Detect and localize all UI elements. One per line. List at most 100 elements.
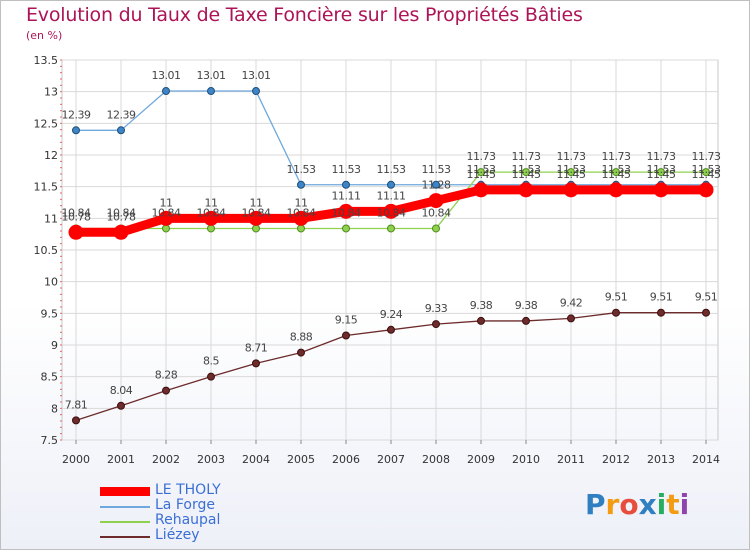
data-label: 11.73 bbox=[467, 150, 496, 163]
data-point bbox=[297, 224, 305, 233]
logo-letter: o bbox=[619, 488, 639, 521]
data-label: 10.84 bbox=[332, 206, 361, 219]
data-point bbox=[252, 224, 260, 233]
data-point bbox=[162, 386, 170, 395]
data-label: 10.84 bbox=[107, 206, 136, 219]
data-label: 11.53 bbox=[377, 163, 406, 176]
data-label: 10.84 bbox=[377, 206, 406, 219]
logo-letter: P bbox=[585, 488, 606, 521]
grid bbox=[61, 59, 719, 441]
data-label: 13.01 bbox=[197, 69, 226, 82]
data-label: 11.53 bbox=[512, 163, 541, 176]
data-point bbox=[653, 182, 669, 198]
data-point bbox=[428, 193, 444, 209]
data-point bbox=[702, 168, 710, 177]
data-point bbox=[158, 210, 174, 226]
data-label: 11.53 bbox=[332, 163, 361, 176]
data-label: 11.73 bbox=[692, 150, 721, 163]
legend-label: Liézey bbox=[155, 527, 200, 543]
x-tick-label: 2001 bbox=[107, 453, 135, 466]
data-label: 11.45 bbox=[647, 168, 676, 181]
data-point bbox=[702, 308, 710, 317]
legend-label: Rehaupal bbox=[155, 512, 221, 528]
x-tick-label: 2008 bbox=[422, 453, 450, 466]
data-point bbox=[72, 126, 80, 135]
data-point bbox=[387, 325, 395, 334]
data-point bbox=[162, 87, 170, 96]
data-point bbox=[432, 224, 440, 233]
data-point bbox=[387, 224, 395, 233]
data-label: 9.42 bbox=[560, 296, 583, 309]
chart-subtitle: (en %) bbox=[26, 29, 63, 42]
data-label: 10.78 bbox=[107, 210, 136, 223]
data-label: 13.01 bbox=[152, 69, 181, 82]
data-point bbox=[563, 182, 579, 198]
data-point bbox=[117, 401, 125, 410]
data-label: 11.53 bbox=[422, 163, 451, 176]
data-label: 11.53 bbox=[287, 163, 316, 176]
x-tick-label: 2007 bbox=[377, 453, 405, 466]
x-tick-label: 2006 bbox=[332, 453, 360, 466]
data-label: 10.84 bbox=[197, 206, 226, 219]
axes: 7.5 8 8.5 9 9.5 10 10.5 11 11.5 12 12.5 13 13.5 2000 2… bbox=[34, 54, 721, 466]
data-point bbox=[252, 359, 260, 368]
data-label: 8.71 bbox=[245, 341, 268, 354]
data-point bbox=[162, 224, 170, 233]
data-point bbox=[518, 182, 534, 198]
data-label: 11 bbox=[205, 196, 218, 209]
data-label: 11.11 bbox=[377, 189, 406, 202]
data-point bbox=[207, 372, 215, 381]
y-tick-label: 11 bbox=[44, 212, 58, 225]
x-tick-label: 2012 bbox=[602, 453, 630, 466]
data-point bbox=[338, 203, 354, 219]
data-point bbox=[432, 320, 440, 329]
data-label: 10.78 bbox=[62, 210, 91, 223]
x-tick-label: 2003 bbox=[197, 453, 225, 466]
data-label: 12.39 bbox=[107, 108, 136, 121]
y-tick-label: 8 bbox=[51, 402, 58, 415]
data-point bbox=[297, 180, 305, 189]
data-label: 11.53 bbox=[647, 163, 676, 176]
y-tick-label: 9 bbox=[51, 339, 58, 352]
chart-title: Evolution du Taux de Taxe Foncière sur l… bbox=[26, 4, 583, 26]
data-point bbox=[387, 180, 395, 189]
data-point bbox=[207, 224, 215, 233]
data-label: 9.38 bbox=[470, 299, 493, 312]
legend-swatch bbox=[100, 536, 150, 538]
data-label: 8.5 bbox=[203, 355, 219, 368]
data-point bbox=[252, 87, 260, 96]
y-tick-label: 8.5 bbox=[41, 371, 59, 384]
data-point bbox=[342, 180, 350, 189]
y-tick-label: 10 bbox=[44, 276, 58, 289]
logo-letter: r bbox=[605, 488, 620, 521]
data-label: 11.53 bbox=[692, 163, 721, 176]
data-label: 10.84 bbox=[62, 206, 91, 219]
x-tick-label: 2009 bbox=[467, 453, 495, 466]
data-point bbox=[117, 126, 125, 135]
data-label: 11.73 bbox=[647, 150, 676, 163]
data-point bbox=[383, 203, 399, 219]
data-label: 9.33 bbox=[425, 302, 448, 315]
x-tick-label: 2011 bbox=[557, 453, 585, 466]
x-tick-label: 2002 bbox=[152, 453, 180, 466]
logo-letter: x bbox=[638, 488, 657, 521]
data-label: 11.45 bbox=[602, 168, 631, 181]
data-label: 11.53 bbox=[557, 163, 586, 176]
data-label: 9.15 bbox=[335, 314, 358, 327]
data-point bbox=[72, 416, 80, 425]
legend-swatch bbox=[100, 506, 150, 508]
proxiti-logo: Proxiti bbox=[585, 488, 689, 521]
y-tick-label: 11.5 bbox=[34, 181, 59, 194]
data-point bbox=[293, 210, 309, 226]
data-label: 13.01 bbox=[242, 69, 271, 82]
data-label: 11 bbox=[295, 196, 308, 209]
data-label: 9.51 bbox=[650, 291, 673, 304]
data-point bbox=[657, 168, 665, 177]
legend-label: La Forge bbox=[155, 497, 215, 513]
data-label: 11 bbox=[250, 196, 263, 209]
data-point bbox=[612, 308, 620, 317]
logo-letter: i bbox=[656, 488, 667, 521]
data-label: 8.28 bbox=[155, 369, 178, 382]
x-tick-label: 2004 bbox=[242, 453, 270, 466]
data-label: 11.11 bbox=[332, 189, 361, 202]
